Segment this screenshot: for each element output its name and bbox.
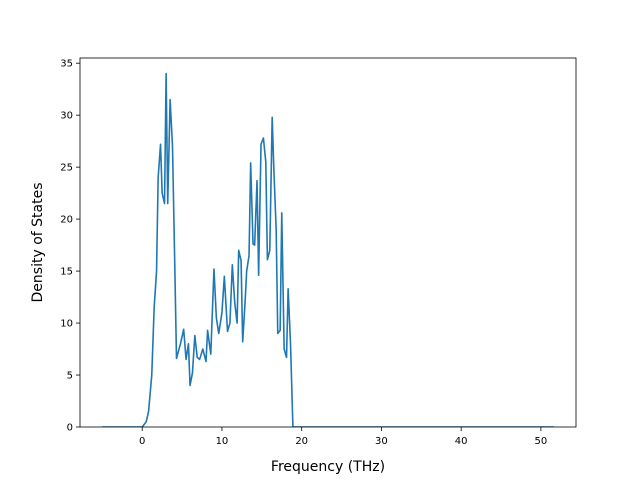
series-line-0 [102, 72, 554, 427]
plot-frame [79, 57, 577, 428]
x-tick-label: 50 [535, 436, 548, 447]
x-axis-label: Frequency (THz) [271, 459, 385, 475]
x-tick-label: 10 [216, 436, 229, 447]
x-tick-label: 40 [455, 436, 468, 447]
y-tick-label: 0 [67, 423, 73, 434]
x-tick-label: 20 [295, 436, 308, 447]
y-tick-label: 30 [60, 111, 73, 122]
y-tick-label: 35 [60, 59, 73, 70]
y-tick-label: 25 [60, 163, 73, 174]
axes: 0 10 20 30 40 50 0 5 10 15 20 25 30 35 [60, 57, 577, 447]
y-axis-label: Density of States [30, 183, 46, 303]
y-tick-label: 15 [60, 267, 73, 278]
y-tick-label: 5 [67, 371, 73, 382]
x-tick-label: 30 [375, 436, 388, 447]
y-tick-label: 20 [60, 215, 73, 226]
y-tick-label: 10 [60, 319, 73, 330]
x-tick-label: 0 [139, 436, 145, 447]
plot-area [102, 72, 554, 427]
